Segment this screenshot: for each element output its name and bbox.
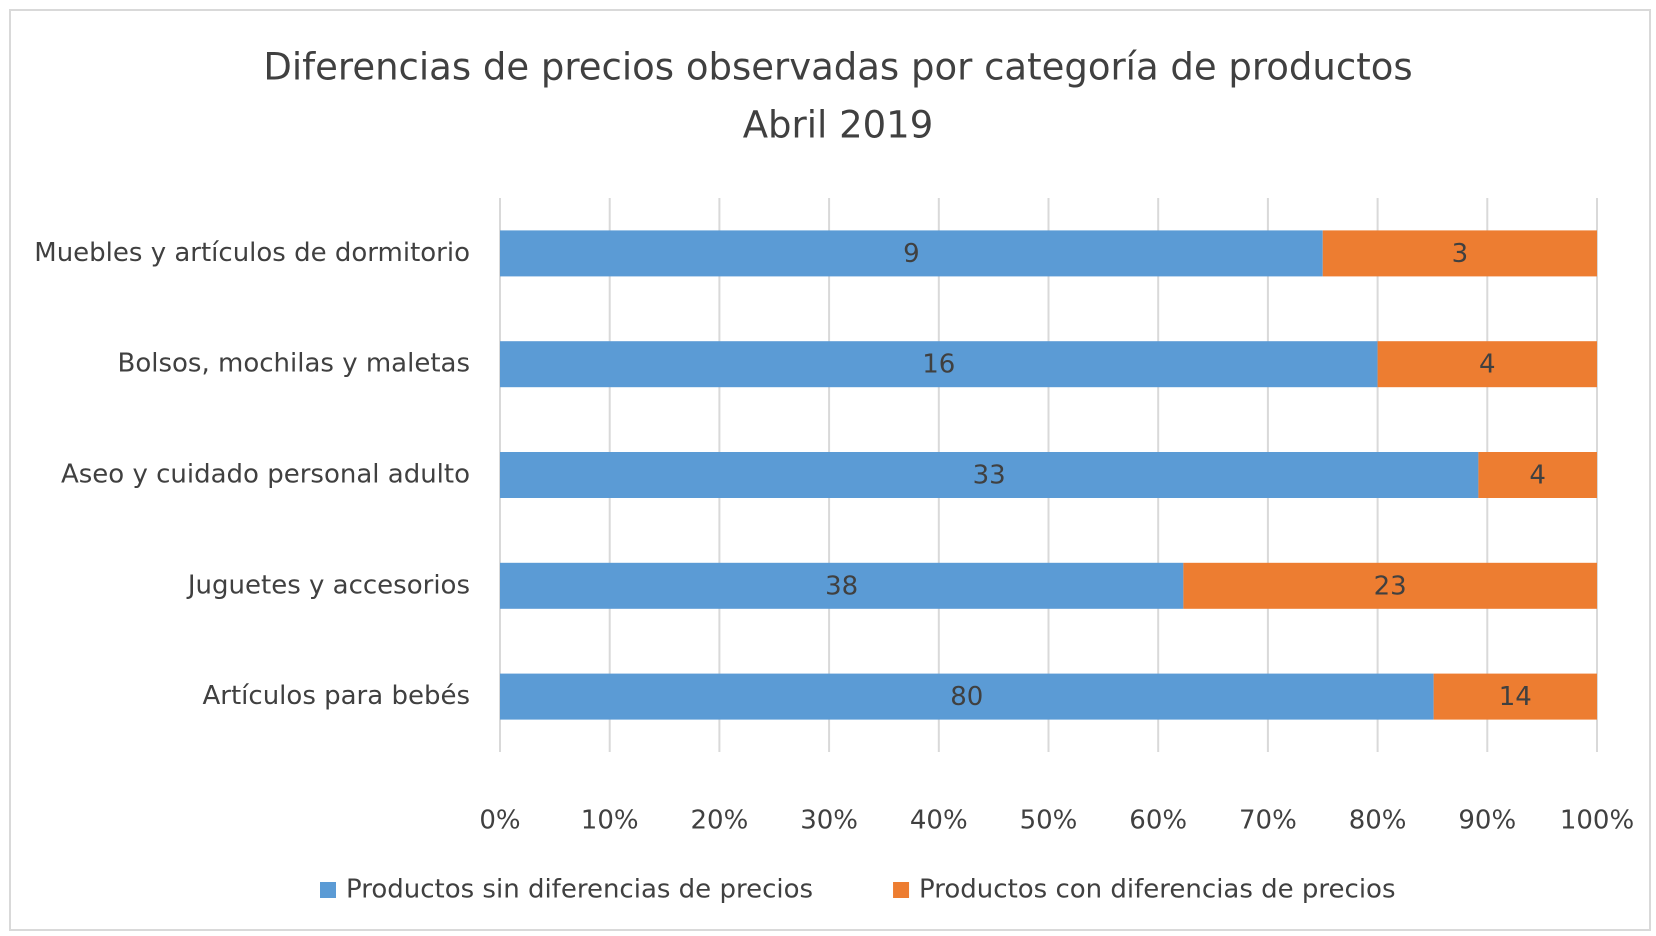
bar-segment — [1183, 562, 1597, 609]
legend-label: Productos sin diferencias de precios — [346, 875, 813, 905]
x-tick-label: 70% — [1239, 806, 1297, 836]
x-tick-label: 50% — [1020, 806, 1078, 836]
legend-label: Productos con diferencias de precios — [919, 875, 1395, 905]
bar-segment — [500, 673, 1434, 720]
legend-swatch — [320, 882, 336, 898]
x-tick-label: 20% — [691, 806, 749, 836]
bar-segment — [500, 452, 1479, 498]
chart-subtitle: Abril 2019 — [743, 104, 934, 147]
x-tick-label: 90% — [1458, 806, 1516, 836]
x-tick-label: 40% — [910, 806, 968, 836]
chart-title: Diferencias de precios observadas por ca… — [263, 46, 1412, 89]
x-tick-label: 60% — [1129, 806, 1187, 836]
x-tick-label: 10% — [581, 806, 639, 836]
bar-segment — [1433, 673, 1597, 720]
bar-segment — [1322, 230, 1597, 277]
bar-segment — [500, 230, 1323, 277]
data-label: 4 — [1529, 461, 1546, 491]
data-label: 16 — [922, 350, 955, 380]
y-tick-label: Artículos para bebés — [203, 681, 470, 711]
bar-segment — [500, 562, 1184, 609]
x-tick-label: 0% — [479, 806, 520, 836]
bar-segment — [500, 341, 1378, 388]
y-tick-label: Juguetes y accesorios — [186, 570, 470, 600]
data-label: 4 — [1479, 350, 1496, 380]
y-tick-label: Muebles y artículos de dormitorio — [34, 238, 470, 268]
legend-swatch — [893, 882, 910, 898]
x-tick-label: 80% — [1349, 806, 1407, 836]
y-tick-label: Aseo y cuidado personal adulto — [61, 460, 470, 490]
data-label: 23 — [1374, 571, 1407, 601]
data-label: 14 — [1499, 682, 1532, 712]
x-tick-label: 100% — [1560, 806, 1634, 836]
bar-segment — [1478, 452, 1597, 498]
x-tick-label: 30% — [800, 806, 858, 836]
data-label: 33 — [973, 461, 1006, 491]
data-label: 9 — [903, 239, 920, 269]
data-label: 80 — [950, 682, 983, 712]
data-label: 38 — [825, 571, 858, 601]
data-label: 3 — [1452, 239, 1469, 269]
bar-segment — [1377, 341, 1597, 388]
y-tick-label: Bolsos, mochilas y maletas — [118, 349, 471, 379]
